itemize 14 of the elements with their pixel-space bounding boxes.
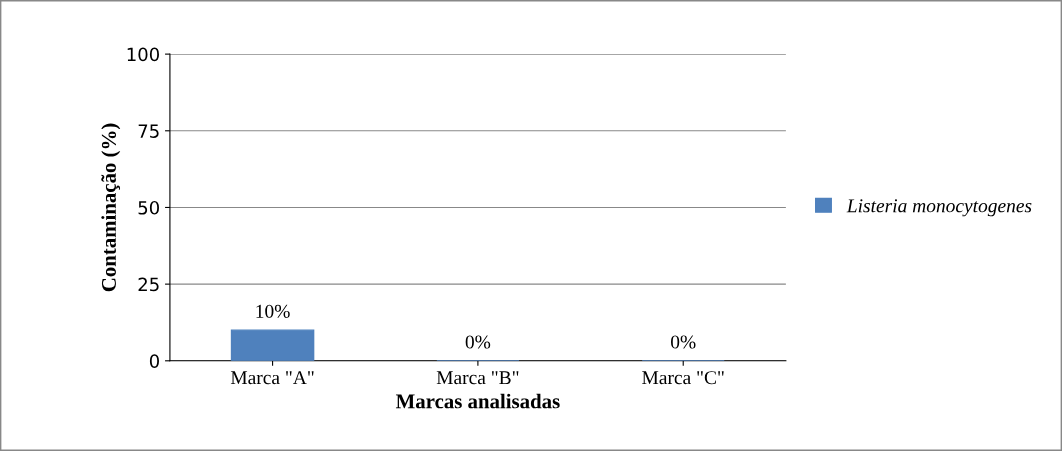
y-tick-label: 100	[127, 47, 159, 62]
y-tick-label: 75	[138, 124, 159, 138]
x-axis-title: Marcas analisadas	[395, 393, 560, 409]
y-tick-label: 25	[138, 277, 159, 292]
legend-label: Listeria monocytogenes	[846, 199, 1032, 217]
x-tick-label: Marca "A"	[230, 371, 314, 385]
data-label: 0%	[671, 335, 696, 349]
x-tick-label: Marca "C"	[642, 371, 724, 385]
y-tick-label: 0	[149, 354, 159, 368]
data-label: 10%	[256, 304, 290, 318]
data-label: 0%	[465, 335, 491, 349]
y-axis-title: Contaminação (%)	[101, 123, 121, 292]
x-tick-label: Marca "B"	[436, 371, 519, 385]
y-tick-label: 50	[138, 200, 159, 215]
